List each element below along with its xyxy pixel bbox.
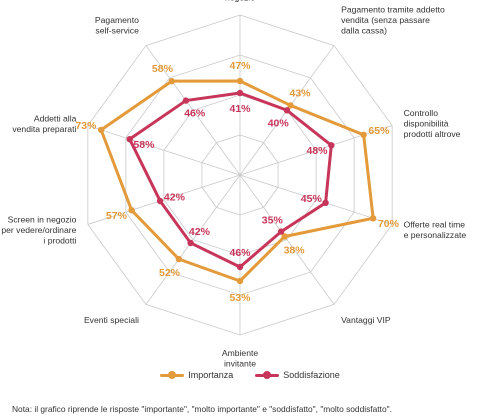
footnote: Nota: il grafico riprende le risposte "i…	[12, 404, 392, 414]
data-label: 52%	[159, 267, 181, 279]
data-point	[328, 142, 335, 149]
category-label: Pagamento tramite addetto vendita (senza …	[341, 4, 445, 35]
category-label: Vantaggi VIP	[341, 315, 391, 325]
data-label: 47%	[229, 60, 251, 72]
data-point	[126, 136, 133, 143]
category-label: Ambiente invitante	[222, 348, 259, 369]
data-label: 35%	[262, 215, 284, 227]
data-label: 46%	[229, 247, 251, 259]
data-label: 45%	[301, 193, 323, 205]
grid-axis	[87, 125, 241, 176]
category-label: Pagamento self-service	[95, 15, 139, 36]
radar-series	[97, 77, 377, 285]
data-point	[187, 239, 194, 247]
data-label: 58%	[152, 63, 174, 75]
data-label: 42%	[164, 191, 186, 203]
importanza-line-icon	[160, 371, 185, 379]
data-label: 41%	[229, 103, 251, 115]
data-label: 70%	[378, 218, 400, 230]
data-label: 43%	[289, 88, 311, 100]
data-label: 38%	[284, 244, 306, 256]
data-point	[97, 126, 105, 134]
grid-axis	[239, 174, 393, 225]
data-label: 46%	[184, 108, 206, 120]
category-label: Addetti alla vendita preparati	[12, 113, 76, 134]
data-label: 58%	[133, 139, 155, 151]
grid-axis	[145, 45, 241, 176]
data-point	[236, 263, 244, 271]
category-label: Offerte real time e personalizzate	[404, 220, 467, 241]
legend-item-importanza: Importanza	[160, 370, 233, 380]
legend-label-importanza: Importanza	[188, 370, 234, 380]
category-label: Eventi speciali	[84, 315, 139, 325]
data-label: 73%	[75, 120, 97, 132]
data-label: 42%	[189, 226, 211, 238]
data-point	[322, 199, 329, 206]
data-label: 40%	[268, 117, 290, 129]
category-label: Controllo disponibilità prodotti altrove	[404, 108, 461, 139]
data-point	[360, 131, 367, 138]
value-labels: 47% 43% 65% 70% 38% 53% 52% 57% 73% 58% 41% 40% 48% 4…	[75, 60, 399, 304]
data-point	[277, 228, 285, 235]
soddisfazione-line-icon	[255, 371, 280, 379]
data-point	[156, 197, 164, 205]
data-label: 57%	[106, 210, 128, 222]
grid-axis	[239, 174, 335, 305]
data-point	[182, 97, 190, 104]
data-point	[236, 89, 244, 97]
data-point	[281, 233, 288, 240]
data-point	[128, 207, 135, 214]
legend: Importanza Soddisfazione	[0, 370, 500, 380]
category-label: Screen in negozio per vedere/ordinare i pr…	[1, 214, 76, 245]
data-label: 53%	[229, 292, 251, 304]
legend-label-soddisfazione: Soddisfazione	[283, 370, 340, 380]
data-point	[168, 78, 175, 85]
data-label: 65%	[368, 125, 390, 137]
data-point	[236, 277, 244, 285]
data-point	[236, 77, 244, 85]
data-point	[369, 215, 377, 222]
grid-axis	[239, 125, 393, 176]
legend-item-soddisfazione: Soddisfazione	[255, 370, 340, 380]
data-point	[283, 107, 291, 114]
data-label: 48%	[306, 145, 328, 157]
data-point	[175, 255, 183, 263]
data-point	[287, 102, 294, 109]
grid-axis	[145, 174, 241, 305]
grid-axis	[87, 174, 241, 225]
